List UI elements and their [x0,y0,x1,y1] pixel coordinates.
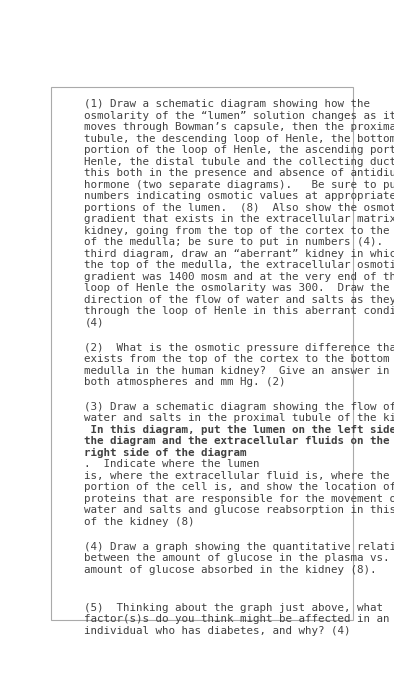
Text: individual who has diabetes, and why? (4): individual who has diabetes, and why? (4… [84,626,351,636]
Text: between the amount of glucose in the plasma vs. the: between the amount of glucose in the pla… [84,553,394,564]
Text: .  Indicate where the lumen: . Indicate where the lumen [84,459,260,470]
Text: is, where the extracellular fluid is, where the apical: is, where the extracellular fluid is, wh… [84,471,394,481]
Text: gradient that exists in the extracellular matrix of the: gradient that exists in the extracellula… [84,214,394,224]
Text: (5)  Thinking about the graph just above, what: (5) Thinking about the graph just above,… [84,603,383,612]
Text: exists from the top of the cortex to the bottom of the: exists from the top of the cortex to the… [84,354,394,364]
Text: Henle, the distal tubule and the collecting duct.  Do: Henle, the distal tubule and the collect… [84,157,394,167]
Text: (4) Draw a graph showing the quantitative relation: (4) Draw a graph showing the quantitativ… [84,542,394,552]
Text: (4): (4) [84,318,104,328]
Text: this both in the presence and absence of antidiuretic: this both in the presence and absence of… [84,168,394,178]
Text: tubule, the descending loop of Henle, the bottom: tubule, the descending loop of Henle, th… [84,134,394,143]
Text: In this diagram, put the lumen on the left side of: In this diagram, put the lumen on the le… [84,425,394,435]
Text: factor(s)s do you think might be affected in an: factor(s)s do you think might be affecte… [84,614,390,624]
Text: right side of the diagram: right side of the diagram [84,448,247,458]
Text: water and salts in the proximal tubule of the kidney.: water and salts in the proximal tubule o… [84,414,394,424]
Text: (3) Draw a schematic diagram showing the flow of: (3) Draw a schematic diagram showing the… [84,402,394,412]
Text: proteins that are responsible for the movement of: proteins that are responsible for the mo… [84,494,394,504]
Text: kidney, going from the top of the cortex to the bottom: kidney, going from the top of the cortex… [84,225,394,236]
Text: portion of the loop of Henle, the ascending portion of: portion of the loop of Henle, the ascend… [84,145,394,155]
Text: loop of Henle the osmolarity was 300.  Draw the: loop of Henle the osmolarity was 300. Dr… [84,284,390,293]
Text: numbers indicating osmotic values at appropriate: numbers indicating osmotic values at app… [84,191,394,201]
Text: hormone (two separate diagrams).   Be sure to put: hormone (two separate diagrams). Be sure… [84,180,394,190]
Text: osmolarity of the “lumen” solution changes as it: osmolarity of the “lumen” solution chang… [84,111,394,120]
Text: of the kidney (8): of the kidney (8) [84,517,195,527]
Text: water and salts and glucose reabsorption in this area: water and salts and glucose reabsorption… [84,505,394,515]
Text: portions of the lumen.  (8)  Also show the osmotic: portions of the lumen. (8) Also show the… [84,203,394,213]
Text: (2)  What is the osmotic pressure difference that: (2) What is the osmotic pressure differe… [84,342,394,353]
Text: of the medulla; be sure to put in numbers (4).   In a: of the medulla; be sure to put in number… [84,237,394,247]
Text: the top of the medulla, the extracellular osmotic: the top of the medulla, the extracellula… [84,260,394,270]
Text: the diagram and the extracellular fluids on the: the diagram and the extracellular fluids… [84,436,390,447]
Text: direction of the flow of water and salts as they move: direction of the flow of water and salts… [84,295,394,304]
Text: (1) Draw a schematic diagram showing how the: (1) Draw a schematic diagram showing how… [84,99,370,109]
Text: portion of the cell is, and show the location of the: portion of the cell is, and show the loc… [84,482,394,492]
Text: amount of glucose absorbed in the kidney (8).: amount of glucose absorbed in the kidney… [84,565,377,575]
Text: third diagram, draw an “aberrant” kidney in which at: third diagram, draw an “aberrant” kidney… [84,248,394,259]
Text: moves through Bowman’s capsule, then the proximal: moves through Bowman’s capsule, then the… [84,122,394,132]
Text: through the loop of Henle in this aberrant condition.: through the loop of Henle in this aberra… [84,307,394,316]
Text: both atmospheres and mm Hg. (2): both atmospheres and mm Hg. (2) [84,377,286,387]
Text: medulla in the human kidney?  Give an answer in: medulla in the human kidney? Give an ans… [84,365,390,376]
Text: gradient was 1400 mosm and at the very end of the: gradient was 1400 mosm and at the very e… [84,272,394,282]
